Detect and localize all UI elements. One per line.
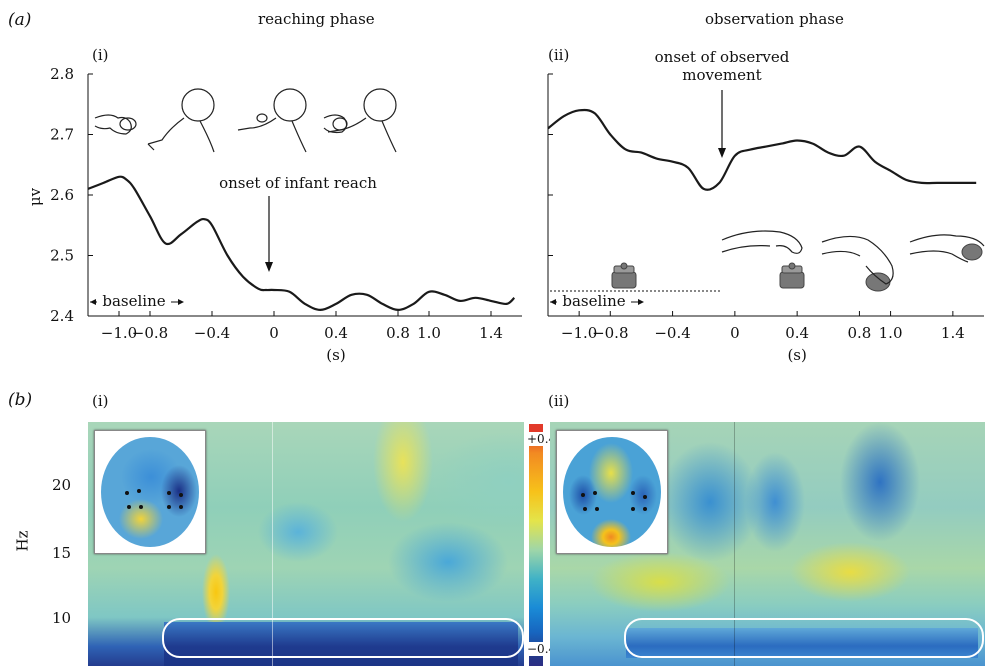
- heatmap-b-ii: [550, 422, 985, 666]
- x-tick-label-a-i: −0.4: [194, 324, 230, 342]
- x-tick-label-a-ii: −0.4: [654, 324, 690, 342]
- panel-b-letter: (b): [8, 390, 33, 410]
- panel-a-letter: (a): [8, 10, 32, 30]
- sub-label-a-i: (i): [92, 46, 109, 64]
- panel-a-charts: (i) (ii) μv −1.0−0.8 −0.4 0 0.4 0.8 1.0 1.4(s)…: [26, 46, 985, 364]
- heatmap-b-ii-roi-outline: [624, 618, 984, 658]
- y-tick-label-a-i: 2.7: [50, 126, 74, 144]
- y-axis-label-hz: Hz: [13, 530, 32, 552]
- series-line-a-ii: [547, 108, 977, 191]
- heatmap-b-ii-low-band: [626, 628, 978, 658]
- y-tick-label-a-i: 2.6: [50, 186, 74, 204]
- phase-title-observation: observation phase: [705, 10, 844, 28]
- baseline-label-bg-right: [557, 292, 631, 310]
- topomap-b-i-scalp: [101, 437, 199, 547]
- series-line-a-i: [87, 175, 516, 312]
- y-axis-label-uv: μv: [26, 187, 44, 206]
- chart-a-i-axes: −1.0−0.8 −0.4 0 0.4 0.8 1.0 1.4 (s) 2.8 2.7 2.6 2.5…: [50, 65, 522, 364]
- x-tick-label-a-i: −1.0: [101, 324, 137, 342]
- x-tick-label-a-ii: 0: [730, 324, 740, 342]
- topomap-b-i: [94, 430, 206, 554]
- x-tick-label-a-i: −0.8: [132, 324, 168, 342]
- baseline-label-right: baseline: [562, 292, 625, 310]
- y-tick-label-a-i: 2.5: [50, 247, 74, 265]
- baseline-arrowhead-right-b: [638, 299, 644, 305]
- heatmap-b-i-roi-outline: [162, 618, 524, 658]
- x-tick-label-a-i: 1.0: [417, 324, 441, 342]
- annotation-arrowhead-observed: [718, 148, 726, 158]
- y-tick-label-a-i: 2.8: [50, 65, 74, 83]
- annotation-arrowhead-reach: [265, 262, 273, 272]
- hz-tick-15: 15: [52, 544, 72, 562]
- topomap-b-ii-scalp: [563, 437, 661, 547]
- hz-axis: Hz 20 15 10: [0, 0, 71, 666]
- infant-reach-illustrations: [94, 88, 397, 153]
- heatmap-b-i-low-band: [164, 622, 518, 666]
- x-axis-label-a-i: (s): [326, 346, 345, 364]
- heatmap-b-i-onset-line: [272, 422, 273, 666]
- annotation-onset-observed-1: onset of observed: [655, 48, 790, 66]
- baseline-label-left: baseline: [102, 292, 165, 310]
- colorbar-top-label: +0.4: [526, 432, 558, 446]
- x-tick-label-a-ii: 0.8: [847, 324, 871, 342]
- baseline-label-bg-left: [97, 292, 171, 310]
- annotation-onset-observed-2: movement: [682, 66, 761, 84]
- baseline-arrowhead-left-b: [178, 299, 184, 305]
- heatmap-b-i: [88, 422, 524, 666]
- x-axis-label-a-ii: (s): [787, 346, 806, 364]
- phase-title-reaching: reaching phase: [258, 10, 375, 28]
- x-tick-label-a-ii: −1.0: [561, 324, 597, 342]
- x-tick-label-a-ii: 0.4: [785, 324, 809, 342]
- x-tick-label-a-ii: 1.0: [879, 324, 903, 342]
- sub-label-b-ii: (ii): [548, 392, 570, 410]
- sub-label-a-ii: (ii): [548, 46, 569, 64]
- x-tick-label-a-ii: −0.8: [592, 324, 628, 342]
- colorbar-bottom-label: −0.4: [526, 642, 558, 656]
- baseline-arrowhead-right-a: [550, 299, 556, 305]
- x-tick-label-a-i: 0.4: [324, 324, 348, 342]
- chart-a-ii-axes: −1.0−0.8 −0.4 0 0.4 0.8 1.0 1.4 (s): [547, 73, 984, 364]
- colorbar: [529, 424, 543, 666]
- annotation-onset-reach: onset of infant reach: [219, 174, 377, 192]
- x-tick-label-a-ii: 1.4: [941, 324, 965, 342]
- x-tick-label-a-i: 0.8: [386, 324, 410, 342]
- x-tick-label-a-i: 0: [269, 324, 279, 342]
- heatmap-b-ii-onset-line: [734, 422, 735, 666]
- y-tick-label-a-i: 2.4: [50, 307, 74, 325]
- baseline-arrowhead-left-a: [90, 299, 96, 305]
- sub-label-b-i: (i): [92, 392, 109, 410]
- hz-tick-20: 20: [52, 476, 72, 494]
- hz-tick-10: 10: [52, 609, 72, 627]
- x-tick-label-a-i: 1.4: [479, 324, 503, 342]
- topomap-b-ii: [556, 430, 668, 554]
- observed-movement-illustrations: [611, 230, 985, 292]
